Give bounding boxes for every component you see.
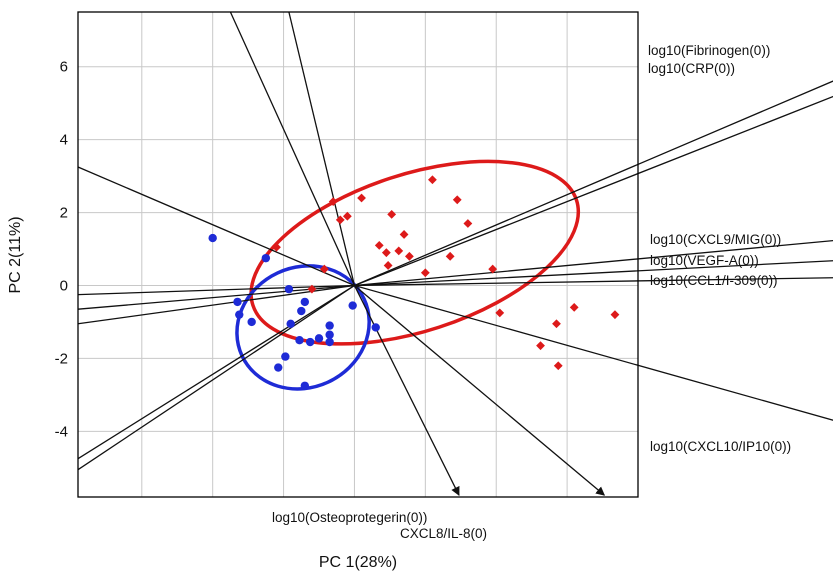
blue-point bbox=[300, 381, 310, 390]
red-point bbox=[420, 268, 430, 278]
blue-point bbox=[297, 306, 306, 316]
y-axis-title: PC 2(11%) bbox=[7, 216, 24, 293]
red-point bbox=[374, 240, 384, 250]
loading-line bbox=[288, 11, 356, 286]
loading-line bbox=[77, 284, 355, 325]
red-point bbox=[553, 361, 563, 371]
blue-point bbox=[261, 253, 271, 263]
label-cxcl10: log10(CXCL10/IP10(0)) bbox=[650, 439, 791, 454]
red-point bbox=[307, 284, 317, 294]
red-point bbox=[445, 251, 455, 261]
loading-vectors bbox=[77, 11, 833, 496]
label-ccl1: log10(CCL1/I-309(0)) bbox=[650, 273, 778, 288]
red-point bbox=[428, 175, 437, 185]
loading-arrow-vegf bbox=[354, 260, 833, 287]
loading-arrow-cxcl10 bbox=[354, 284, 833, 421]
loading-arrow-osteoprotegerin bbox=[353, 285, 460, 496]
blue-point bbox=[281, 352, 290, 361]
red-point bbox=[342, 211, 352, 221]
data-points bbox=[208, 175, 620, 390]
y-axis-ticks: 6 4 2 0 -2 -4 bbox=[55, 59, 68, 441]
loading-line bbox=[77, 166, 355, 287]
red-point bbox=[536, 341, 545, 351]
loading-line bbox=[77, 284, 355, 471]
red-point bbox=[399, 230, 409, 239]
label-cxcl9: log10(CXCL9/MIG(0)) bbox=[650, 232, 781, 247]
blue-point bbox=[286, 319, 295, 328]
plot-area bbox=[78, 12, 638, 497]
red-point bbox=[452, 195, 462, 205]
blue-point bbox=[314, 334, 324, 343]
plot-frame bbox=[77, 11, 639, 498]
label-fibrinogen: log10(Fibrinogen(0)) bbox=[648, 43, 770, 58]
red-point bbox=[488, 264, 498, 274]
blue-point bbox=[305, 337, 315, 347]
label-cxcl8: CXCL8/IL-8(0) bbox=[400, 526, 487, 541]
blue-point bbox=[325, 321, 334, 330]
blue-point bbox=[325, 330, 334, 339]
blue-point bbox=[247, 317, 256, 327]
blue-point bbox=[325, 337, 334, 347]
blue-point bbox=[233, 297, 242, 307]
y-tick-label: 6 bbox=[60, 59, 68, 76]
x-axis-title: PC 1(28%) bbox=[319, 554, 397, 571]
red-point bbox=[404, 251, 414, 261]
grid bbox=[78, 12, 638, 497]
loading-line bbox=[229, 11, 356, 286]
label-osteoprotegerin: log10(Osteoprotegerin(0)) bbox=[272, 510, 427, 525]
blue-point bbox=[300, 297, 310, 307]
red-point bbox=[569, 302, 579, 312]
red-point bbox=[319, 264, 329, 274]
red-group-ellipse bbox=[249, 159, 581, 346]
red-point bbox=[357, 193, 366, 203]
red-point bbox=[387, 209, 397, 219]
loading-line bbox=[77, 284, 355, 296]
blue-point bbox=[371, 323, 380, 332]
red-point bbox=[495, 308, 505, 318]
red-point bbox=[610, 310, 620, 320]
y-tick-label: -4 bbox=[55, 423, 68, 440]
red-point bbox=[381, 248, 391, 258]
loading-arrow-fibrinogen bbox=[354, 80, 833, 287]
y-tick-label: 0 bbox=[60, 277, 68, 294]
red-point bbox=[552, 319, 561, 329]
blue-point bbox=[295, 335, 304, 345]
blue-point bbox=[284, 284, 294, 294]
label-crp: log10(CRP(0)) bbox=[648, 61, 735, 76]
y-tick-label: 4 bbox=[60, 132, 68, 149]
loading-arrow-ccl1 bbox=[354, 277, 833, 287]
red-point bbox=[383, 261, 393, 270]
blue-point bbox=[208, 233, 217, 243]
red-point bbox=[272, 242, 281, 252]
loading-arrow-cxcl8 bbox=[354, 284, 606, 496]
red-point bbox=[394, 246, 404, 256]
red-point bbox=[463, 219, 473, 228]
blue-point bbox=[235, 310, 244, 319]
label-vegf: log10(VEGF-A(0)) bbox=[650, 253, 759, 268]
loading-arrow-cxcl9 bbox=[354, 239, 833, 287]
red-point bbox=[335, 215, 345, 225]
y-tick-label: -2 bbox=[55, 350, 68, 367]
y-tick-label: 2 bbox=[60, 205, 68, 222]
loading-arrow-crp bbox=[354, 95, 833, 287]
loading-line bbox=[77, 284, 355, 460]
blue-point bbox=[274, 363, 283, 372]
blue-point bbox=[348, 301, 357, 310]
red-point bbox=[328, 197, 338, 207]
